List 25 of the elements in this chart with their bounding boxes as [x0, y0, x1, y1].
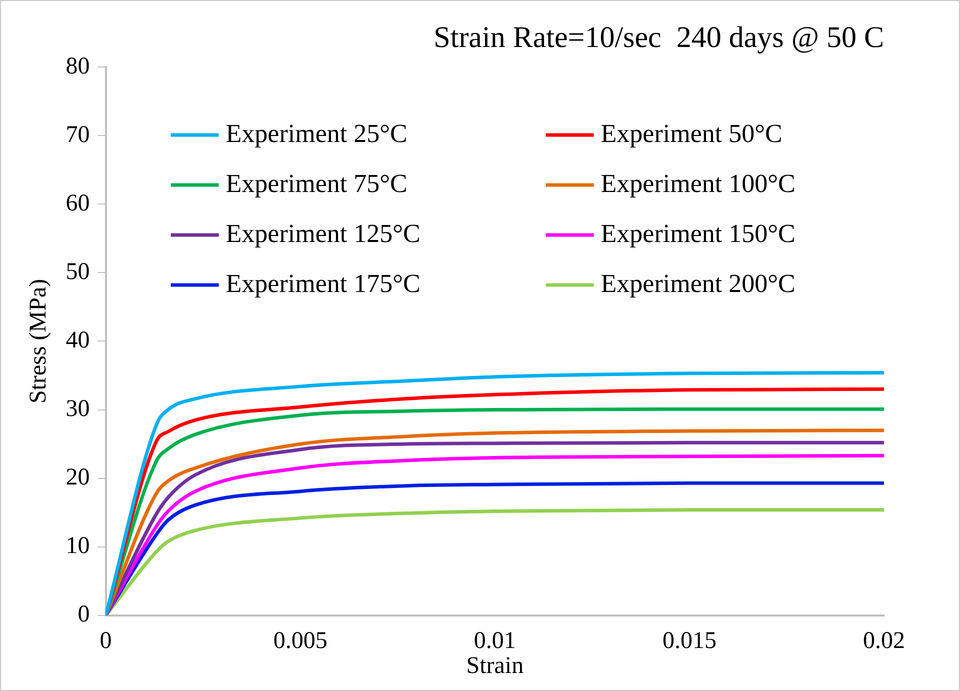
y-tick-label: 80 [66, 53, 90, 80]
x-tick-label: 0.005 [273, 628, 328, 654]
chart-title: Strain Rate=10/sec 240 days @ 50 C [434, 20, 884, 54]
y-tick-label: 0 [78, 602, 90, 628]
y-tick-label: 70 [66, 122, 90, 148]
legend-label: Experiment 150°C [600, 218, 796, 248]
x-axis-title: Strain [466, 652, 524, 679]
x-tick-label: 0.01 [474, 628, 516, 654]
x-tick-label: 0.015 [662, 628, 716, 654]
legend-label: Experiment 125°C [226, 218, 420, 248]
legend-label: Experiment 50°C [600, 118, 782, 148]
legend-label: Experiment 25°C [226, 118, 408, 148]
y-tick-label: 10 [66, 533, 90, 560]
y-tick-label: 20 [66, 464, 90, 491]
legend-label: Experiment 75°C [226, 168, 408, 198]
legend-label: Experiment 200°C [600, 268, 796, 298]
x-tick-label: 0.02 [863, 628, 905, 654]
y-tick-label: 30 [66, 396, 90, 422]
y-tick-label: 40 [66, 327, 90, 354]
legend-label: Experiment 175°C [226, 268, 420, 298]
y-tick-label: 60 [66, 190, 90, 216]
y-tick-label: 50 [66, 258, 90, 285]
legend-label: Experiment 100°C [600, 168, 796, 198]
x-tick-label: 0 [100, 628, 112, 654]
y-axis-title: Stress (MPa) [26, 278, 52, 404]
